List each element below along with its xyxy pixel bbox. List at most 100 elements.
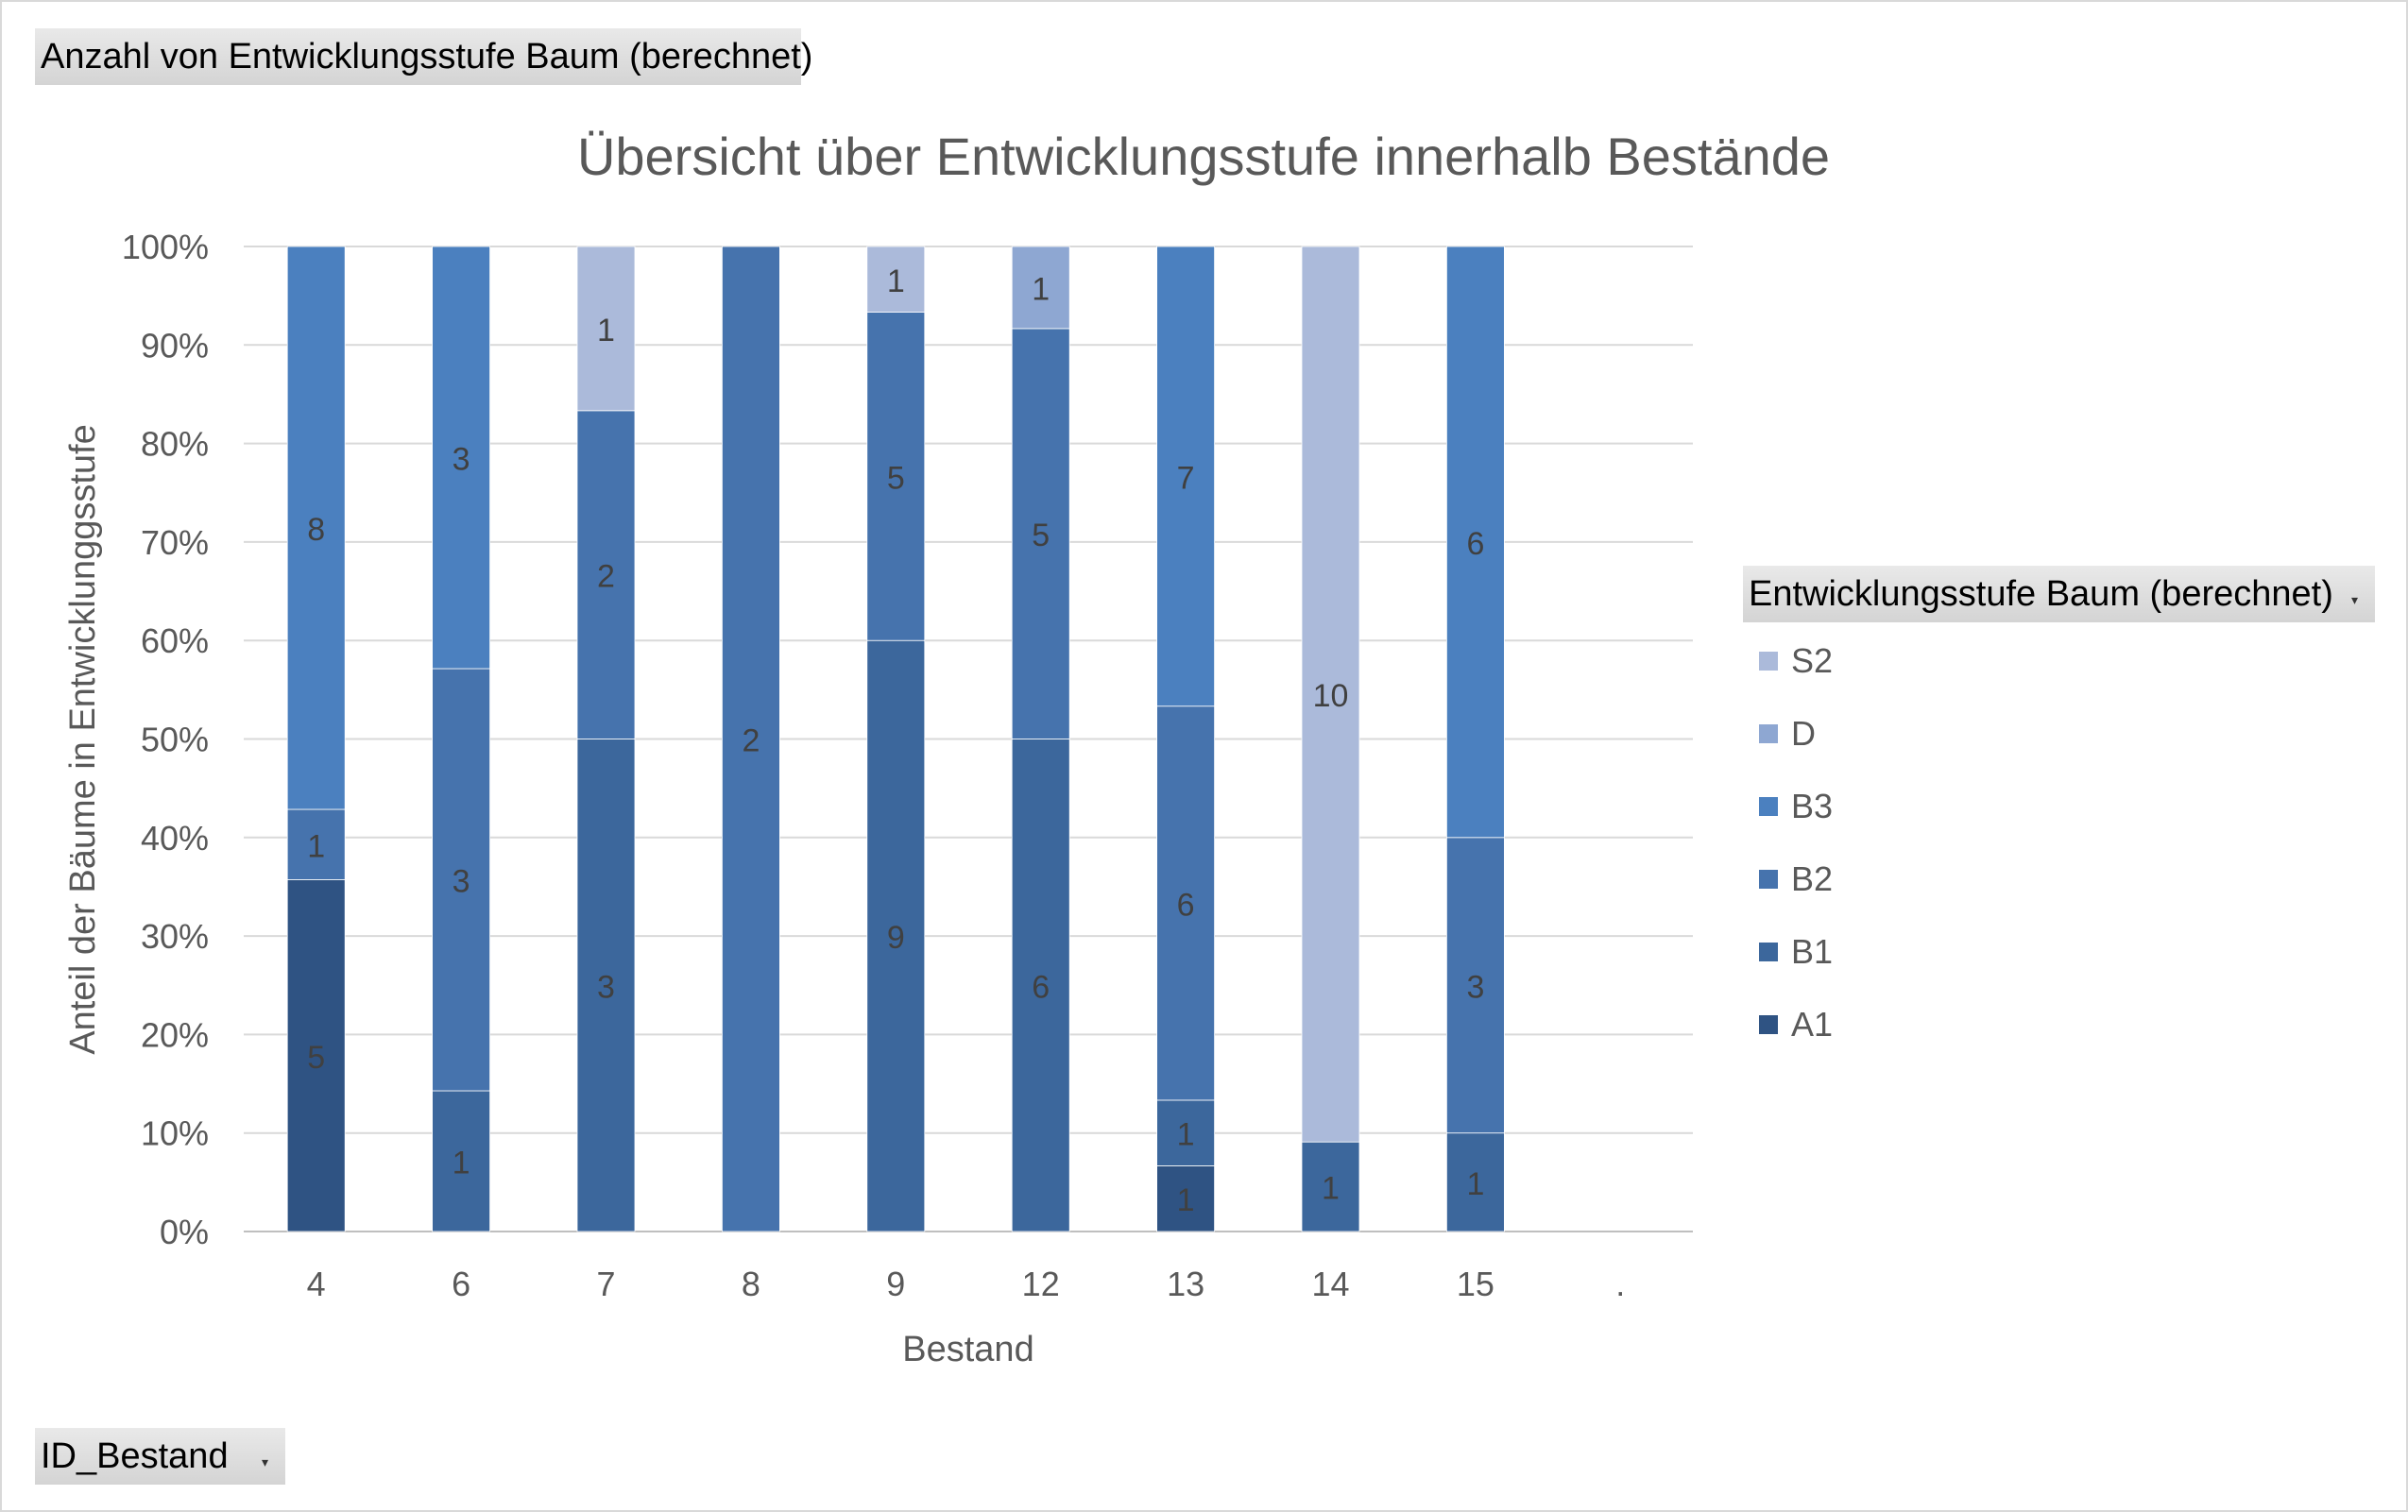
legend-swatch <box>1759 1015 1778 1034</box>
data-label: 1 <box>1177 1182 1195 1218</box>
bar-segment <box>1301 246 1360 1143</box>
bar-segment <box>576 739 636 1232</box>
legend-item[interactable]: B3 <box>1759 787 1834 825</box>
y-tick-label: 20% <box>141 1015 209 1054</box>
y-tick-label: 30% <box>141 917 209 956</box>
legend-label: D <box>1791 714 1816 753</box>
data-label: 3 <box>453 864 470 900</box>
bar-segment <box>1301 1141 1360 1232</box>
bar-segment <box>286 808 346 880</box>
data-label: 7 <box>1177 460 1195 496</box>
y-tick-label: 50% <box>141 721 209 759</box>
y-tick-label: 70% <box>141 523 209 562</box>
data-label: 1 <box>1322 1171 1340 1207</box>
bar-segment <box>432 246 491 670</box>
data-label: 8 <box>307 512 325 548</box>
bar-segment <box>1446 246 1505 839</box>
bar-segment <box>576 410 636 739</box>
x-tick-label: 14 <box>1311 1265 1349 1303</box>
data-label: 6 <box>1177 887 1195 923</box>
x-tick-label: 12 <box>1022 1265 1060 1303</box>
x-tick-label: 15 <box>1457 1265 1494 1303</box>
legend-swatch <box>1759 943 1778 961</box>
bar-segment <box>286 246 346 810</box>
bar-segment <box>1011 328 1070 739</box>
x-tick-label: 8 <box>742 1265 760 1303</box>
data-label: 6 <box>1032 969 1050 1005</box>
data-label: 1 <box>453 1146 470 1181</box>
data-label: 1 <box>887 263 905 299</box>
bar-segment <box>1011 246 1070 330</box>
legend-label: S2 <box>1791 641 1834 680</box>
dropdown-arrow-icon: ▾ <box>261 1454 268 1470</box>
data-label: 3 <box>1466 969 1484 1005</box>
legend-swatch <box>1759 724 1778 743</box>
data-label: 3 <box>453 442 470 478</box>
legend-item[interactable]: B2 <box>1759 859 1834 898</box>
bar-segment <box>576 246 636 412</box>
x-axis-title: Bestand <box>902 1330 1033 1369</box>
y-tick-label: 40% <box>141 819 209 858</box>
legend-field-label: Entwicklungsstufe Baum (berechnet) <box>1749 573 2333 614</box>
legend-swatch <box>1759 870 1778 889</box>
data-label: 1 <box>307 828 325 864</box>
bar-segment <box>866 312 926 641</box>
axis-field-button[interactable]: ID_Bestand ▾ <box>35 1428 285 1485</box>
bar-segment <box>1156 246 1215 707</box>
bar-segment <box>432 668 491 1092</box>
x-tick-label: 7 <box>596 1265 615 1303</box>
x-tick-label: 4 <box>307 1265 326 1303</box>
bar-segment <box>1156 705 1215 1101</box>
legend-label: B2 <box>1791 859 1834 898</box>
y-tick-label: 10% <box>141 1114 209 1153</box>
x-tick-label: . <box>1615 1265 1625 1303</box>
data-label: 1 <box>1466 1166 1484 1202</box>
legend-item[interactable]: A1 <box>1759 1005 1834 1044</box>
y-tick-label: 100% <box>122 228 209 266</box>
bar-segment <box>1446 1132 1505 1232</box>
bar-segment <box>866 246 926 313</box>
legend-field-button[interactable]: Entwicklungsstufe Baum (berechnet) ▾ <box>1743 566 2375 622</box>
bar-segment <box>1011 739 1070 1232</box>
legend-item[interactable]: D <box>1759 714 1816 753</box>
bar-segment <box>1446 837 1505 1134</box>
y-tick-label: 90% <box>141 326 209 365</box>
data-label: 2 <box>597 559 615 595</box>
dropdown-arrow-icon: ▾ <box>2350 592 2358 607</box>
data-label: 5 <box>307 1040 325 1076</box>
bar-segment <box>866 639 926 1232</box>
legend-label: B1 <box>1791 932 1834 971</box>
axis-field-label: ID_Bestand <box>41 1436 229 1476</box>
data-label: 5 <box>1032 518 1050 553</box>
x-tick-label: 13 <box>1167 1265 1204 1303</box>
legend-label: A1 <box>1791 1005 1834 1044</box>
legend-swatch <box>1759 652 1778 671</box>
data-label: 1 <box>597 313 615 348</box>
legend-label: B3 <box>1791 787 1834 825</box>
data-label: 5 <box>887 460 905 496</box>
data-label: 10 <box>1313 678 1349 714</box>
legend-item[interactable]: B1 <box>1759 932 1834 971</box>
legend-swatch <box>1759 797 1778 816</box>
data-label: 1 <box>1032 271 1050 307</box>
data-label: 6 <box>1466 526 1484 562</box>
value-field-button[interactable]: Anzahl von Entwicklungsstufe Baum (berec… <box>35 28 812 85</box>
y-axis-title: Anteil der Bäume in Entwicklunggsstufe <box>63 424 103 1054</box>
bar-segment <box>432 1090 491 1232</box>
data-label: 1 <box>1177 1117 1195 1153</box>
x-tick-label: 9 <box>886 1265 905 1303</box>
chart-title: Übersicht über Entwicklungsstufe innerha… <box>577 127 1830 186</box>
y-tick-label: 0% <box>160 1213 209 1251</box>
bar-segment <box>722 246 780 1232</box>
value-field-label: Anzahl von Entwicklungsstufe Baum (berec… <box>41 36 813 76</box>
bar-segment <box>1156 1165 1215 1232</box>
bar-segment <box>1156 1099 1215 1166</box>
y-tick-label: 60% <box>141 621 209 660</box>
x-tick-label: 6 <box>452 1265 470 1303</box>
data-label: 3 <box>597 969 615 1005</box>
legend-item[interactable]: S2 <box>1759 641 1834 680</box>
data-label: 2 <box>742 723 760 759</box>
data-label: 9 <box>887 920 905 956</box>
y-tick-label: 80% <box>141 425 209 464</box>
